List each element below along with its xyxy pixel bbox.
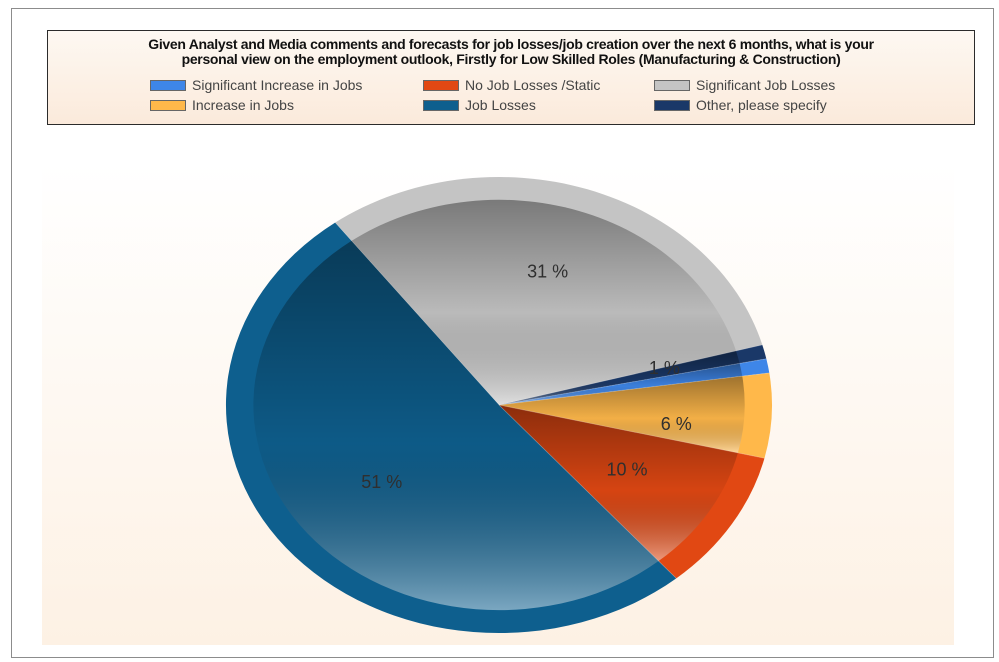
legend-label: Significant Increase in Jobs xyxy=(192,77,363,93)
legend-label: Increase in Jobs xyxy=(192,97,294,113)
legend-label: Other, please specify xyxy=(696,97,827,113)
legend-box: Given Analyst and Media comments and for… xyxy=(47,30,975,125)
legend-item-other: Other, please specify xyxy=(654,96,827,114)
pie-slice-shading xyxy=(351,199,736,405)
pie-data-label: 31 % xyxy=(527,261,568,281)
pie-slice-separator xyxy=(498,344,763,406)
pie-data-label: 1 % xyxy=(649,358,680,378)
legend-item-significant-job-losses: Significant Job Losses xyxy=(654,76,835,94)
pie-slice-separator xyxy=(498,404,677,579)
legend-label: Significant Job Losses xyxy=(696,77,836,93)
pie-slice-separator xyxy=(498,358,767,406)
pie-data-label: 10 % xyxy=(606,459,647,479)
pie-slice-shading xyxy=(499,405,738,562)
legend-item-significant-increase: Significant Increase in Jobs xyxy=(150,76,362,94)
legend-swatch xyxy=(654,99,690,111)
pie-slice-separator xyxy=(498,372,770,406)
pie-slice-separator xyxy=(498,404,765,459)
legend-swatch xyxy=(150,79,186,91)
pie-data-label: 51 % xyxy=(361,472,402,492)
pie-slice-shading xyxy=(253,240,659,611)
chart-title-line-1: Given Analyst and Media comments and for… xyxy=(148,36,874,52)
legend-label: Job Losses xyxy=(465,97,536,113)
legend-label: No Job Losses /Static xyxy=(465,77,601,93)
pie-slice-shading xyxy=(499,376,745,453)
pie-slice-shading xyxy=(499,363,743,405)
legend-item-no-job-losses: No Job Losses /Static xyxy=(423,76,600,94)
chart-title: Given Analyst and Media comments and for… xyxy=(48,37,974,67)
legend-swatch xyxy=(150,99,186,111)
legend-item-increase-in-jobs: Increase in Jobs xyxy=(150,96,294,114)
legend-item-job-losses: Job Losses xyxy=(423,96,536,114)
legend-swatch xyxy=(423,99,459,111)
chart-title-line-2: personal view on the employment outlook,… xyxy=(181,51,841,67)
legend-swatch xyxy=(423,79,459,91)
legend-swatch xyxy=(654,79,690,91)
pie-data-label: 6 % xyxy=(661,414,692,434)
pie-slice-shading xyxy=(499,350,740,405)
